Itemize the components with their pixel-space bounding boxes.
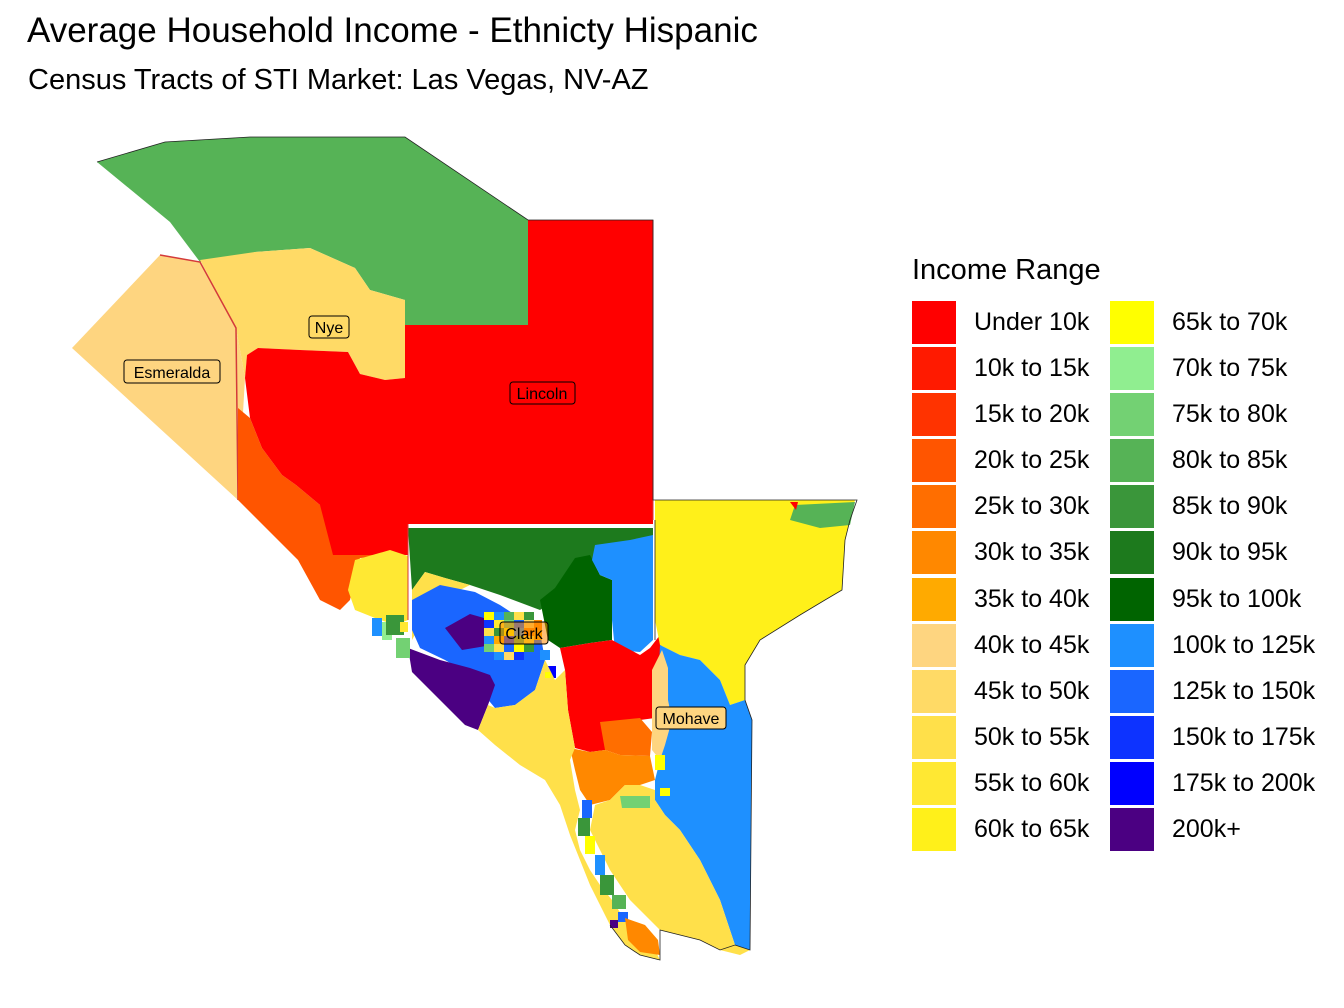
- legend-swatch: [912, 393, 956, 437]
- county-label-clark: Clark: [499, 621, 549, 645]
- nye-southwest-region: [238, 408, 392, 610]
- legend-label: 40k to 45k: [974, 630, 1090, 659]
- legend-swatch: [1110, 577, 1154, 621]
- pahrump-tracts: [372, 615, 410, 658]
- legend-label: 95k to 100k: [1172, 584, 1302, 613]
- bullhead-city-tracts: [545, 672, 670, 955]
- legend-title: Income Range: [912, 254, 1101, 286]
- svg-text:Nye: Nye: [315, 320, 344, 337]
- legend-label: 20k to 25k: [974, 446, 1090, 475]
- legend-label: 90k to 95k: [1172, 538, 1288, 567]
- map-subtitle: Census Tracts of STI Market: Las Vegas, …: [28, 64, 649, 96]
- legend-swatch: [1110, 715, 1154, 759]
- legend-swatch: [912, 439, 956, 483]
- legend-swatch: [1110, 485, 1154, 529]
- legend-label: 65k to 70k: [1172, 308, 1288, 336]
- mohave-north-red: [790, 502, 798, 510]
- svg-text:Lincoln: Lincoln: [517, 386, 568, 403]
- legend-label: 200k+: [1172, 815, 1241, 844]
- legend-swatch: [1110, 439, 1154, 483]
- legend-label: 80k to 85k: [1172, 446, 1288, 475]
- legend-label: 125k to 150k: [1172, 676, 1316, 705]
- legend-swatch: [1110, 301, 1154, 344]
- mohave-north-green: [790, 502, 855, 528]
- legend-label: 50k to 55k: [974, 722, 1090, 751]
- mohave-southwest-region: [590, 785, 750, 955]
- legend-swatch: [912, 301, 956, 344]
- clark-east-region: [540, 555, 612, 648]
- county-label-lincoln: Lincoln: [509, 381, 576, 405]
- mohave-north-region: [655, 500, 855, 705]
- legend-swatch: [1110, 531, 1154, 575]
- legend-label: 15k to 20k: [974, 400, 1090, 429]
- legend-label: 30k to 35k: [974, 538, 1090, 567]
- legend-label: 60k to 65k: [974, 815, 1090, 844]
- svg-text:Esmeralda: Esmeralda: [134, 365, 211, 382]
- legend-swatch: [912, 485, 956, 529]
- legend-label: 55k to 60k: [974, 768, 1090, 797]
- legend-label: 25k to 30k: [974, 492, 1090, 521]
- clark-south-orange-region: [600, 718, 652, 756]
- legend-swatch: [1110, 808, 1154, 852]
- legend-swatch: [1110, 623, 1154, 667]
- legend-swatch: [1110, 347, 1154, 391]
- nye-south-region: [200, 248, 405, 380]
- mohave-green-strip: [620, 796, 650, 808]
- lincoln-region: [245, 220, 653, 555]
- legend-swatch: [912, 623, 956, 667]
- legend-label: 85k to 90k: [1172, 492, 1288, 521]
- legend-swatch: [912, 761, 956, 805]
- legend-swatch: [912, 577, 956, 621]
- clark-south-orange-2: [570, 748, 655, 805]
- svg-text:Mohave: Mohave: [663, 711, 720, 728]
- legend-swatch: [912, 669, 956, 713]
- legend-label: 100k to 125k: [1172, 630, 1316, 659]
- legend-label: 10k to 15k: [974, 354, 1090, 383]
- legend-swatch: [1110, 393, 1154, 437]
- legend-label: 70k to 75k: [1172, 354, 1288, 383]
- map-title: Average Household Income - Ethnicty Hisp…: [27, 11, 758, 50]
- legend-label: Under 10k: [974, 308, 1090, 336]
- mohave-central-region: [652, 650, 672, 760]
- legend-swatch: [912, 715, 956, 759]
- county-label-nye: Nye: [308, 315, 350, 339]
- legend-label: 35k to 40k: [974, 584, 1090, 613]
- legend-swatch: [912, 808, 956, 852]
- clark-north-region: [408, 528, 653, 610]
- high-income-region: [408, 648, 495, 730]
- legend-label: 175k to 200k: [1172, 768, 1316, 797]
- legend-label: 45k to 50k: [974, 676, 1090, 705]
- county-label-esmeralda: Esmeralda: [123, 359, 221, 384]
- county-label-mohave: Mohave: [655, 706, 727, 730]
- legend-swatch: [912, 347, 956, 391]
- clark-south-red-region: [560, 635, 662, 752]
- clark-northwest-region: [348, 550, 408, 625]
- clark-northeast-region: [592, 535, 653, 652]
- legend-label: 150k to 175k: [1172, 722, 1316, 751]
- legend-swatch: [912, 531, 956, 575]
- svg-text:Clark: Clark: [505, 626, 543, 643]
- clark-southern-region: [478, 660, 660, 960]
- legend-label: 75k to 80k: [1172, 400, 1288, 429]
- nye-north-region: [97, 137, 528, 325]
- legend-swatch: [1110, 669, 1154, 713]
- high-income-region-2: [445, 614, 486, 650]
- legend-swatch: [1110, 761, 1154, 805]
